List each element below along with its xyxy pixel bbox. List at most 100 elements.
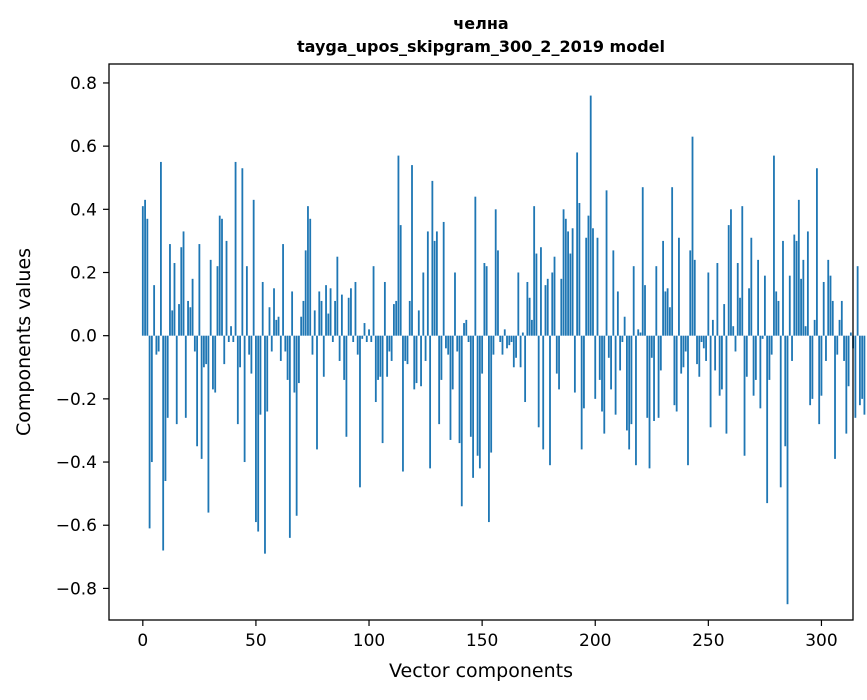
bar-281 — [777, 300, 780, 336]
bar-20 — [187, 300, 189, 336]
bar-154 — [490, 335, 493, 453]
bar-285 — [786, 335, 789, 605]
bar-224 — [648, 335, 651, 469]
bar-74 — [309, 218, 312, 336]
bar-19 — [184, 335, 187, 418]
bar-289 — [795, 240, 798, 336]
bar-280 — [775, 291, 778, 336]
bar-184 — [558, 335, 560, 390]
bar-196 — [585, 237, 588, 336]
bar-166 — [517, 272, 520, 336]
bar-0 — [141, 206, 144, 336]
bar-76 — [313, 310, 316, 336]
bar-157 — [497, 250, 499, 336]
bar-243 — [691, 136, 694, 336]
bar-205 — [605, 190, 608, 336]
x-axis-ticks: 0 50 100 150 200 250 300 — [137, 620, 838, 651]
bar-263 — [736, 263, 739, 336]
bar-124 — [422, 272, 425, 336]
bar-83 — [329, 288, 332, 336]
bar-237 — [678, 237, 680, 336]
bar-122 — [417, 310, 420, 336]
bar-201 — [596, 237, 599, 336]
y-tick-label: 0.2 — [70, 264, 97, 284]
bar-259 — [727, 225, 730, 336]
bar-271 — [754, 335, 757, 380]
bar-310 — [843, 335, 845, 361]
bar-131 — [438, 335, 441, 425]
bar-70 — [300, 316, 303, 336]
bar-198 — [589, 95, 592, 336]
bar-92 — [350, 288, 352, 336]
bar-302 — [825, 335, 827, 361]
bar-99 — [365, 335, 368, 342]
x-tick-label: 50 — [245, 631, 267, 651]
bar-264 — [739, 297, 741, 336]
bar-192 — [576, 152, 579, 336]
bar-249 — [705, 335, 707, 361]
bar-47 — [248, 335, 251, 355]
bar-85 — [334, 300, 336, 336]
bar-313 — [849, 332, 852, 336]
bar-276 — [766, 335, 769, 504]
bar-146 — [472, 335, 474, 478]
bar-56 — [268, 307, 271, 336]
bar-111 — [393, 304, 395, 336]
bar-46 — [245, 266, 248, 336]
bar-228 — [657, 335, 660, 418]
plot-frame — [108, 63, 854, 621]
bar-262 — [734, 335, 737, 352]
bar-206 — [607, 335, 610, 358]
bar-26 — [200, 335, 203, 459]
bar-101 — [370, 335, 373, 342]
bar-69 — [298, 335, 300, 384]
bar-210 — [616, 291, 619, 336]
bar-207 — [610, 335, 612, 390]
bar-31 — [212, 335, 214, 390]
bar-238 — [680, 335, 683, 374]
bar-144 — [467, 335, 470, 342]
bar-209 — [614, 335, 617, 415]
bar-135 — [447, 335, 450, 355]
bar-15 — [175, 335, 178, 425]
bar-234 — [671, 187, 674, 336]
bar-182 — [553, 256, 556, 336]
bar-287 — [791, 335, 793, 361]
bar-229 — [659, 335, 662, 371]
bar-172 — [530, 319, 533, 336]
bar-199 — [592, 228, 594, 336]
bar-279 — [773, 155, 775, 336]
bar-45 — [243, 335, 246, 463]
bar-225 — [650, 335, 653, 358]
bar-49 — [252, 199, 255, 336]
bar-231 — [664, 291, 667, 336]
bar-232 — [666, 288, 669, 336]
bar-42 — [236, 335, 239, 425]
chart-subtitle: tayga_upos_skipgram_300_2_2019 model — [297, 37, 665, 56]
y-tick-label: −0.8 — [56, 579, 97, 599]
bar-247 — [700, 335, 703, 342]
bar-77 — [316, 335, 318, 450]
bar-97 — [361, 335, 364, 339]
bar-303 — [827, 259, 830, 336]
x-tick-label: 0 — [137, 631, 148, 651]
bar-21 — [189, 307, 192, 336]
bar-68 — [295, 335, 298, 516]
bar-245 — [696, 335, 698, 365]
bars-group — [141, 95, 866, 605]
bar-50 — [255, 335, 257, 523]
bar-41 — [234, 161, 237, 336]
bar-244 — [693, 259, 696, 336]
bar-96 — [359, 335, 361, 488]
bar-23 — [193, 335, 196, 352]
bar-211 — [619, 335, 622, 371]
bar-258 — [725, 335, 728, 434]
bar-98 — [363, 323, 366, 336]
bar-179 — [546, 278, 549, 336]
bar-80 — [322, 335, 325, 377]
bar-170 — [526, 281, 529, 336]
bar-220 — [639, 332, 642, 336]
bar-181 — [551, 272, 554, 336]
bar-127 — [429, 335, 432, 469]
bar-32 — [214, 335, 217, 393]
